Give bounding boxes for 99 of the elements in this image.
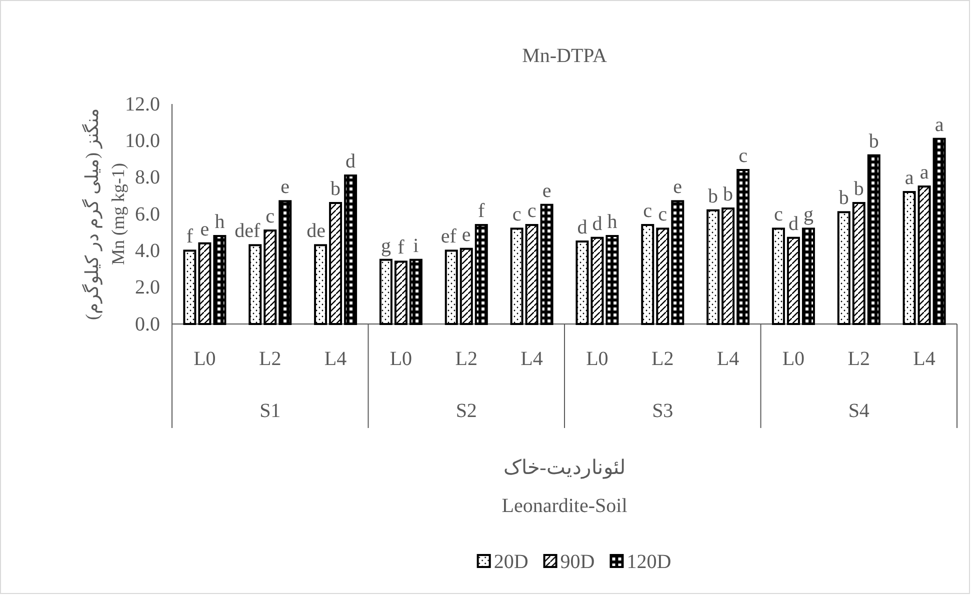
data-label: d	[788, 212, 798, 235]
y-tick-label: 4.0	[135, 240, 160, 262]
bar	[525, 224, 538, 325]
bar	[852, 202, 866, 325]
bar	[460, 248, 473, 325]
data-label: i	[413, 234, 420, 257]
data-label: d	[577, 216, 588, 238]
data-label: a	[934, 114, 944, 136]
data-label: b	[330, 178, 341, 200]
bar	[786, 236, 800, 325]
data-label: d	[346, 150, 356, 172]
bar	[671, 200, 684, 325]
bar	[918, 186, 931, 325]
bar	[213, 235, 226, 325]
bar	[772, 228, 785, 325]
bar	[278, 200, 292, 325]
bar	[264, 230, 277, 325]
data-label: c	[658, 204, 668, 226]
x-tick-label: L0	[194, 348, 216, 370]
bar	[329, 202, 342, 325]
data-label: c	[512, 204, 522, 226]
bar	[867, 154, 880, 325]
bar	[641, 224, 654, 325]
data-label: c	[738, 145, 748, 167]
y-tick-label: 2.0	[135, 276, 160, 299]
x-tick-label: L2	[455, 348, 478, 370]
x-tick-label: L2	[259, 348, 282, 370]
bar	[932, 138, 946, 325]
data-label: d	[592, 212, 602, 235]
x-tick-label: L2	[652, 348, 674, 370]
bar	[248, 244, 262, 325]
chart-title: Mn-DTPA	[522, 45, 608, 67]
data-label: e	[542, 180, 552, 202]
data-label: f	[478, 200, 486, 222]
text: S3	[652, 400, 674, 422]
bar	[444, 250, 458, 325]
x-tick-label: L0	[586, 348, 608, 370]
bar	[379, 258, 392, 325]
data-label: de	[306, 220, 326, 242]
data-label: ef	[440, 226, 457, 248]
data-label: b	[723, 184, 734, 206]
bar	[802, 228, 815, 325]
bar	[510, 228, 524, 325]
y-tick-label: 10.0	[125, 130, 160, 152]
y-tick-label: 12.0	[125, 93, 160, 116]
data-label: b	[708, 185, 718, 208]
bar	[837, 211, 850, 325]
data-label: c	[643, 200, 652, 222]
text: S2	[456, 400, 477, 422]
bar	[474, 224, 488, 325]
data-label: a	[904, 167, 914, 189]
text: S4	[848, 400, 870, 422]
data-label: def	[234, 220, 260, 242]
data-label: h	[214, 211, 225, 233]
x-tick-label: L2	[848, 348, 870, 370]
bar	[902, 191, 916, 325]
data-label: e	[673, 176, 682, 198]
data-label: b	[868, 130, 879, 152]
data-label: h	[607, 211, 618, 233]
data-label: b	[854, 178, 864, 200]
bar	[409, 258, 422, 325]
x-tick-label: L0	[782, 348, 805, 370]
bar	[706, 209, 720, 325]
bar	[314, 244, 328, 325]
legend-label: 90D	[560, 551, 595, 573]
data-label: b	[838, 187, 849, 210]
data-label: c	[774, 204, 784, 226]
x-tick-label: L4	[913, 348, 936, 370]
data-label: e	[200, 218, 210, 240]
x-tick-label: L4	[520, 348, 543, 370]
bar	[198, 242, 212, 325]
data-label: a	[920, 162, 929, 184]
bar	[540, 204, 554, 325]
data-label: g	[380, 234, 391, 257]
x-tick-label: L4	[716, 348, 740, 370]
bar	[183, 250, 196, 325]
bar	[722, 208, 735, 325]
bar	[576, 240, 589, 325]
legend-label: 20D	[494, 551, 528, 573]
y-tick-label: 6.0	[135, 203, 160, 226]
text: S1	[260, 400, 281, 422]
x-tick-label: L0	[390, 348, 412, 370]
bar	[590, 236, 604, 325]
y-tick-label: 0.0	[135, 313, 160, 336]
data-label: g	[803, 204, 814, 226]
legend-label: 120D	[626, 551, 672, 573]
bar	[344, 174, 358, 325]
data-label: c	[527, 200, 536, 222]
y-tick-label: 8.0	[135, 166, 160, 189]
data-label: e	[280, 176, 290, 198]
bar	[394, 260, 408, 325]
bar	[656, 228, 670, 325]
data-label: f	[186, 226, 194, 248]
data-label: f	[398, 236, 405, 259]
x-tick-label: L4	[324, 348, 347, 370]
data-label: c	[266, 206, 275, 228]
bar	[606, 235, 619, 325]
bar	[736, 169, 750, 325]
data-label: e	[462, 224, 471, 246]
